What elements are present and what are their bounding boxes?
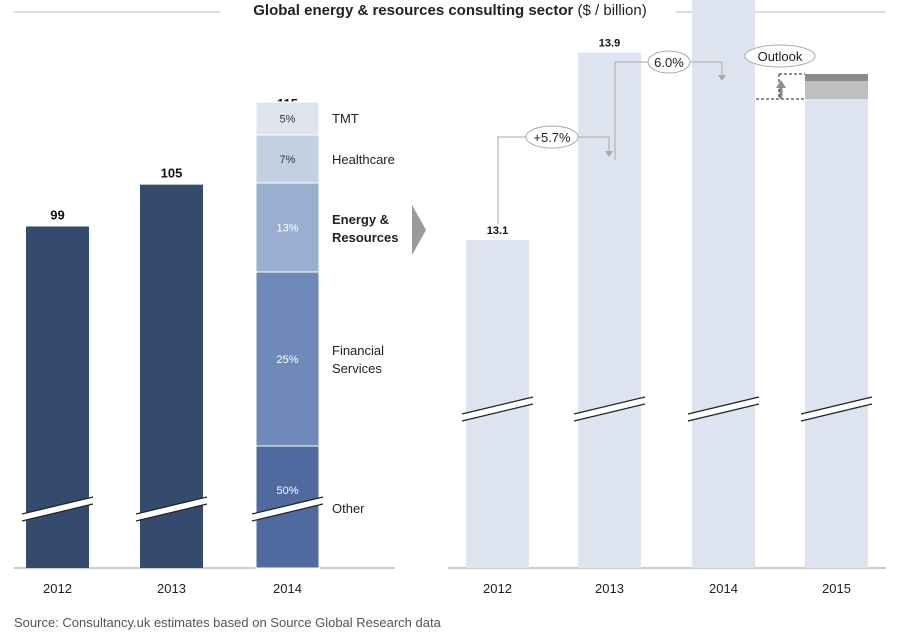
break-line-b-right-3 <box>800 403 873 422</box>
segment-name-other: Other <box>332 501 365 516</box>
break-gap-left-0 <box>22 497 93 521</box>
x-tick-right-2015: 2015 <box>822 581 851 596</box>
segment-other-pct: 50% <box>276 485 298 497</box>
break-line-a-right-3 <box>800 396 873 415</box>
segment-healthcare-pct: 7% <box>280 154 296 166</box>
segment-financial-services <box>255 271 320 447</box>
segment-tmt <box>255 101 320 136</box>
break-gap-right-2 <box>688 397 759 421</box>
growth-bubble-1 <box>525 125 579 149</box>
growth-bubble-2 <box>647 50 691 74</box>
break-line-b-right-2 <box>687 403 760 422</box>
segment-healthcare <box>255 134 320 184</box>
break-line-a-right-1 <box>573 396 646 415</box>
break-line-a-left-0 <box>21 496 94 515</box>
break-gap-right-0 <box>462 397 533 421</box>
growth-label-1: +5.7% <box>533 130 571 145</box>
outlook-label: Outlook <box>758 49 803 64</box>
segment-name-energy-2: Resources <box>332 230 398 245</box>
segment-name-financial-1: Financial <box>332 343 384 358</box>
value-label-2012: 99 <box>50 207 64 222</box>
right-bar-2014 <box>692 0 755 569</box>
segment-energy-resources <box>255 182 320 273</box>
break-line-b-right-0 <box>461 403 534 422</box>
growth-arrowhead-2 <box>718 75 726 81</box>
break-line-a-left-2 <box>251 496 324 515</box>
segment-energy-resources-pct: 13% <box>276 223 298 235</box>
outlook-arrow-head <box>776 80 786 88</box>
x-tick-left-2012: 2012 <box>43 581 72 596</box>
right-bar-2015-base <box>805 99 868 568</box>
break-gap-left-1 <box>136 497 207 521</box>
break-gap-right-3 <box>801 397 872 421</box>
segment-name-financial-2: Services <box>332 361 382 376</box>
break-gap-left-2 <box>252 497 323 521</box>
growth-arrowhead-1 <box>605 151 613 157</box>
segment-name-energy-1: Energy & <box>332 212 389 227</box>
break-line-b-right-1 <box>573 403 646 422</box>
outlook-bubble <box>744 44 816 68</box>
right-bar-2015-outlook-high <box>805 74 868 81</box>
x-tick-right-2013: 2013 <box>595 581 624 596</box>
segment-financial-services-pct: 25% <box>276 354 298 366</box>
right-value-label-2013: 13.9 <box>599 38 620 50</box>
break-line-a-right-2 <box>687 396 760 415</box>
x-tick-right-2012: 2012 <box>483 581 512 596</box>
right-value-label-2012: 13.1 <box>487 225 508 237</box>
x-tick-right-2014: 2014 <box>709 581 738 596</box>
break-line-b-left-0 <box>21 503 94 522</box>
x-tick-left-2014: 2014 <box>273 581 302 596</box>
right-bar-2015-outlook-low <box>805 81 868 99</box>
x-tick-left-2013: 2013 <box>157 581 186 596</box>
segment-name-healthcare: Healthcare <box>332 152 395 167</box>
source-note: Source: Consultancy.uk estimates based o… <box>14 615 441 630</box>
break-line-a-right-0 <box>461 396 534 415</box>
transition-arrow <box>412 205 426 255</box>
value-label-2013: 105 <box>161 166 183 181</box>
break-gap-right-1 <box>574 397 645 421</box>
right-bar-2013 <box>578 52 641 569</box>
break-line-b-left-1 <box>135 503 208 522</box>
break-line-a-left-1 <box>135 496 208 515</box>
segment-tmt-pct: 5% <box>280 114 296 126</box>
break-line-b-left-2 <box>251 503 324 522</box>
growth-label-2: 6.0% <box>654 55 684 70</box>
segment-name-tmt: TMT <box>332 111 359 126</box>
